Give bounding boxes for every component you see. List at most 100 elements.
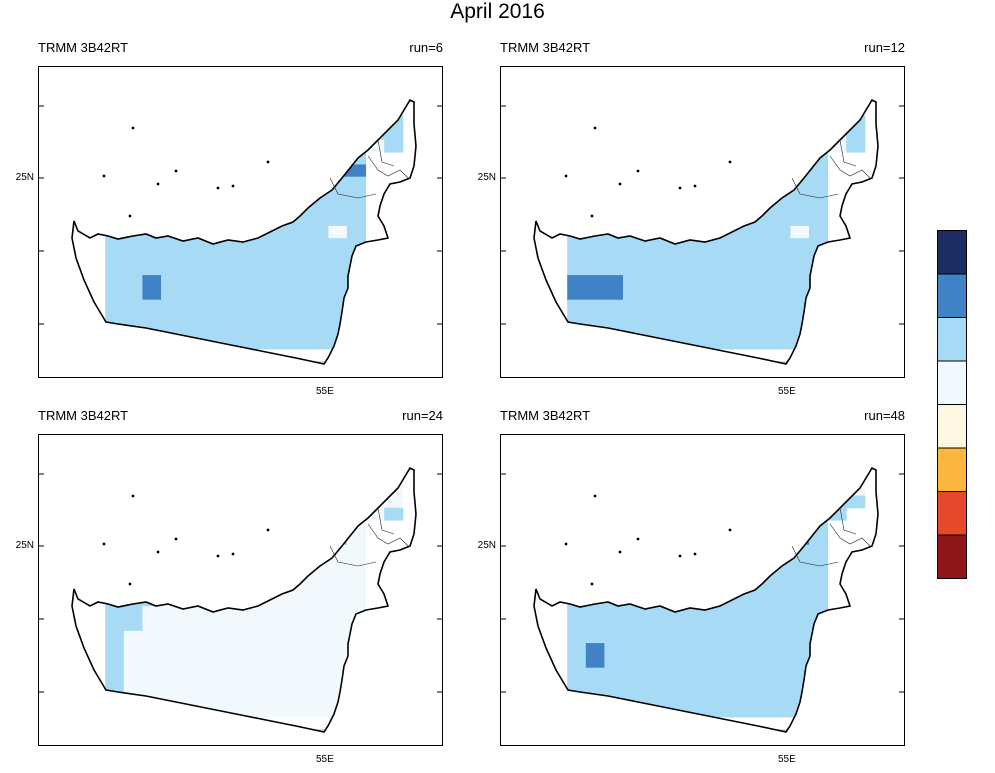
grid-cell bbox=[623, 312, 643, 325]
grid-cell bbox=[347, 643, 367, 656]
grid-cell bbox=[567, 692, 587, 706]
grid-cell bbox=[809, 336, 829, 350]
grid-cell bbox=[123, 213, 143, 227]
grid-cell bbox=[790, 507, 810, 521]
grid-cell bbox=[272, 189, 292, 202]
grid-cell bbox=[641, 667, 661, 681]
grid-cell bbox=[328, 593, 348, 607]
grid-cell bbox=[790, 520, 810, 533]
grid-cell bbox=[790, 262, 810, 276]
grid-cell bbox=[809, 581, 829, 595]
grid-cell bbox=[623, 618, 643, 632]
grid-cell bbox=[254, 618, 274, 632]
grid-cell bbox=[272, 336, 292, 350]
grid-cell bbox=[753, 643, 773, 656]
grid-cell bbox=[254, 275, 274, 288]
grid-cell bbox=[105, 680, 125, 693]
grid-cell bbox=[753, 692, 773, 706]
grid-cell bbox=[678, 213, 698, 227]
grid-cell bbox=[809, 593, 829, 607]
grid-cell bbox=[309, 152, 329, 165]
grid-cell bbox=[235, 557, 255, 570]
grid-cell bbox=[123, 299, 143, 313]
grid-cell bbox=[384, 127, 404, 141]
grid-cell bbox=[198, 250, 218, 264]
grid-cell bbox=[309, 569, 329, 583]
grid-cell bbox=[790, 606, 810, 619]
grid-cell bbox=[771, 324, 791, 338]
grid-cell bbox=[604, 312, 624, 325]
grid-cell bbox=[678, 630, 698, 644]
grid-cell bbox=[254, 361, 274, 364]
grid-cell bbox=[585, 287, 605, 301]
grid-cell bbox=[641, 581, 661, 595]
grid-cell bbox=[216, 680, 236, 693]
grid-cell bbox=[272, 312, 292, 325]
grid-cell bbox=[272, 630, 292, 644]
grid-cell bbox=[585, 250, 605, 264]
grid-cell bbox=[105, 238, 125, 251]
grid-cell bbox=[716, 569, 736, 583]
grid-cell bbox=[272, 262, 292, 276]
grid-cell bbox=[734, 618, 754, 632]
grid-cell bbox=[790, 336, 810, 350]
grid-cell bbox=[771, 655, 791, 669]
grid-cell bbox=[734, 593, 754, 607]
grid-cell bbox=[105, 324, 125, 338]
grid-cell bbox=[347, 667, 367, 681]
grid-cell bbox=[328, 483, 348, 496]
grid-cell bbox=[179, 225, 199, 239]
grid-cell bbox=[291, 139, 311, 153]
grid-cell bbox=[291, 275, 311, 288]
grid-cell bbox=[623, 275, 643, 288]
grid-cell bbox=[771, 275, 791, 288]
grid-cell bbox=[105, 201, 125, 215]
grid-cell bbox=[790, 643, 810, 656]
grid-cell bbox=[142, 275, 162, 288]
grid-cell bbox=[161, 287, 181, 301]
grid-cell bbox=[254, 692, 274, 706]
island bbox=[590, 582, 594, 586]
grid-cell bbox=[734, 189, 754, 202]
grid-cell bbox=[771, 189, 791, 202]
grid-cell bbox=[272, 324, 292, 338]
grid-cell bbox=[142, 557, 162, 570]
grid-cell bbox=[291, 176, 311, 190]
grid-cell bbox=[641, 250, 661, 264]
grid-cell bbox=[753, 152, 773, 165]
grid-cell bbox=[309, 606, 329, 619]
grid-cell bbox=[809, 127, 829, 141]
grid-cell bbox=[585, 569, 605, 583]
panel-run-label: run=24 bbox=[402, 408, 443, 423]
grid-cell bbox=[161, 275, 181, 288]
grid-cell bbox=[734, 532, 754, 546]
grid-cell bbox=[753, 336, 773, 350]
grid-cell bbox=[161, 312, 181, 325]
grid-cell bbox=[623, 336, 643, 350]
grid-cell bbox=[809, 139, 829, 153]
grid-cell bbox=[216, 557, 236, 570]
grid-cell bbox=[272, 569, 292, 583]
grid-cell bbox=[235, 275, 255, 288]
grid-cell bbox=[771, 581, 791, 595]
grid-cell bbox=[347, 618, 367, 632]
grid-cell bbox=[198, 262, 218, 276]
grid-cell bbox=[716, 643, 736, 656]
island bbox=[131, 494, 135, 498]
grid-cell bbox=[809, 532, 829, 546]
grid-cell bbox=[623, 606, 643, 619]
grid-cell bbox=[216, 581, 236, 595]
grid-cell bbox=[604, 618, 624, 632]
grid-cell bbox=[604, 704, 624, 718]
grid-cell bbox=[623, 262, 643, 276]
grid-cell bbox=[254, 704, 274, 718]
grid-cell bbox=[123, 557, 143, 570]
island bbox=[636, 169, 640, 173]
grid-cell bbox=[347, 275, 367, 288]
grid-cell bbox=[254, 287, 274, 301]
grid-cell bbox=[142, 189, 162, 202]
grid-cell bbox=[660, 618, 680, 632]
grid-cell bbox=[328, 275, 348, 288]
grid-cell bbox=[216, 324, 236, 338]
grid-cell bbox=[216, 593, 236, 607]
